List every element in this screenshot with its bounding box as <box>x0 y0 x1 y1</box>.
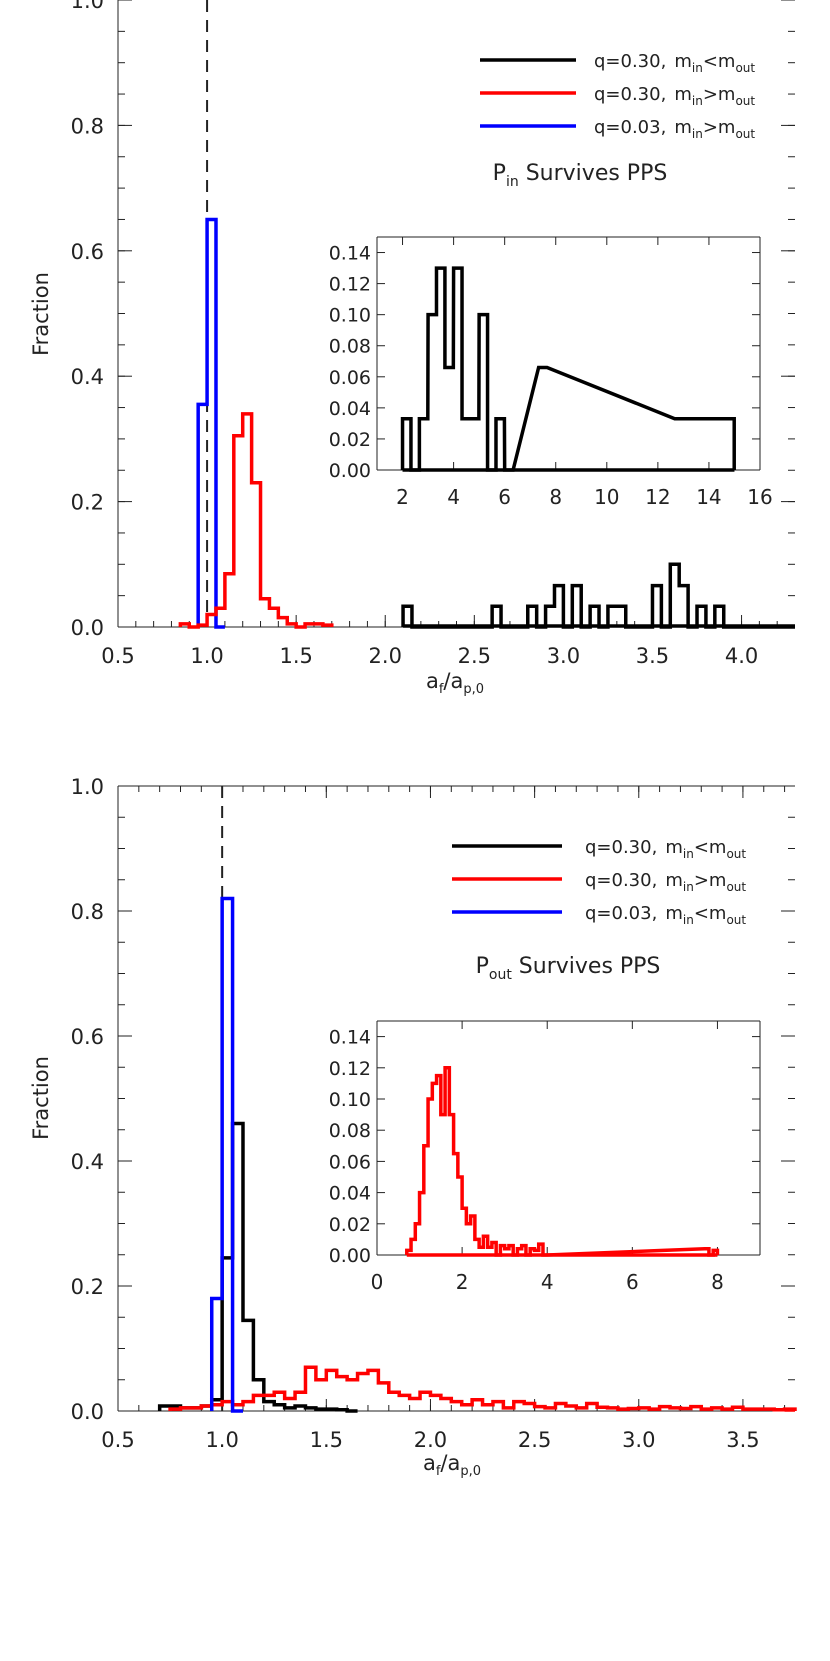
panel-top: 0.5 1.0 1.5 2.0 2.5 3.0 3.5 4.0 0.0 0.2 0.4 0.6 0.8 1… <box>29 0 795 697</box>
inset-y-tick-label: 0.08 <box>329 336 371 358</box>
y-tick-label: 0.4 <box>71 365 104 389</box>
inset-y-tick-label: 0.06 <box>329 367 371 389</box>
legend-label: q=0.03, min<mout <box>585 903 746 927</box>
panel-annotation: Pout Survives PPS <box>476 954 661 983</box>
histogram-series-2 <box>209 896 243 1413</box>
y-tick-label: 0.8 <box>71 900 104 924</box>
y-tick-label: 0.6 <box>71 1025 104 1049</box>
x-tick-label: 1.0 <box>205 1428 238 1452</box>
inset-y-tick-label: 0.02 <box>329 429 371 451</box>
x-tick-label: 0.5 <box>101 644 134 668</box>
legend-label: q=0.30, min<mout <box>585 837 746 861</box>
inset-y-tick-label: 0.12 <box>329 274 371 296</box>
y-tick-label: 0.2 <box>71 491 104 515</box>
inset-top: 2 4 6 8 10 12 14 16 0.00 0.02 0.04 0.06 0.08 0.10 0.12… <box>329 236 773 509</box>
inset-x-tick-label: 14 <box>696 485 721 509</box>
inset-y-tick-label: 0.00 <box>329 460 371 482</box>
inset-x-tick-label: 4 <box>541 1270 554 1294</box>
histogram-series-1 <box>168 1365 797 1412</box>
legend-label: q=0.30, min>mout <box>585 870 746 894</box>
inset-y-tick-label: 0.08 <box>329 1120 371 1142</box>
inset-y-tick-label: 0.10 <box>329 305 371 327</box>
histogram-series-1 <box>178 412 334 629</box>
inset-x-tick-label: 4 <box>447 485 460 509</box>
y-tick-label: 0.4 <box>71 1150 104 1174</box>
inset-histogram-series-0 <box>400 266 736 472</box>
x-tick-label: 3.0 <box>622 1428 655 1452</box>
inset-background <box>377 237 760 470</box>
x-tick-label: 1.5 <box>310 1428 343 1452</box>
inset-y-tick-label: 0.04 <box>329 1183 371 1205</box>
y-tick-label: 0.0 <box>71 616 104 640</box>
legend-label: q=0.30, min<mout <box>594 51 755 75</box>
inset-histogram-series-0 <box>405 1066 720 1257</box>
y-tick-label: 0.2 <box>71 1275 104 1299</box>
inset-y-tick-label: 0.14 <box>329 1027 371 1049</box>
y-tick-label: 1.0 <box>71 775 104 799</box>
y-tick-label: 1.0 <box>71 0 104 13</box>
inset-y-tick-label: 0.14 <box>329 243 371 265</box>
y-tick-label: 0.8 <box>71 114 104 138</box>
panel-bottom: 0.5 1.0 1.5 2.0 2.5 3.0 3.5 0.0 0.2 0.4 0.6 0.8 1.0 q… <box>29 775 797 1479</box>
inset-x-tick-label: 16 <box>747 485 772 509</box>
x-tick-label: 2.5 <box>518 1428 551 1452</box>
inset-y-tick-label: 0.02 <box>329 1214 371 1236</box>
x-tick-label: 2.0 <box>369 644 402 668</box>
x-tick-label: 2.0 <box>414 1428 447 1452</box>
x-tick-label: 3.5 <box>636 644 669 668</box>
inset-x-tick-label: 6 <box>626 1270 639 1294</box>
legend-label: q=0.30, min>mout <box>594 84 755 108</box>
x-tick-label: 4.0 <box>725 644 758 668</box>
inset-x-tick-label: 8 <box>711 1270 724 1294</box>
y-axis-label: Fraction <box>29 272 53 356</box>
inset-y-tick-label: 0.06 <box>329 1151 371 1173</box>
histogram-series-0 <box>196 217 225 629</box>
x-tick-label: 2.5 <box>458 644 491 668</box>
inset-y-tick-label: 0.04 <box>329 398 371 420</box>
x-tick-label: 1.0 <box>190 644 223 668</box>
x-tick-label: 0.5 <box>101 1428 134 1452</box>
y-tick-label: 0.6 <box>71 240 104 264</box>
inset-bottom: 0 2 4 6 8 0.00 0.02 0.04 0.06 0.08 0.10 0.12 0.14 <box>329 1020 761 1294</box>
x-axis-label: af/ap,0 <box>423 1451 481 1479</box>
inset-background <box>377 1021 760 1255</box>
panel-annotation: Pin Survives PPS <box>493 161 668 190</box>
legend-label: q=0.03, min>mout <box>594 117 755 141</box>
inset-x-tick-label: 10 <box>594 485 619 509</box>
inset-x-tick-label: 8 <box>549 485 562 509</box>
inset-x-tick-label: 12 <box>645 485 670 509</box>
histogram-series-2 <box>401 562 795 629</box>
inset-x-tick-label: 2 <box>456 1270 469 1294</box>
x-tick-label: 3.0 <box>547 644 580 668</box>
inset-x-tick-label: 6 <box>498 485 511 509</box>
y-tick-label: 0.0 <box>71 1400 104 1424</box>
inset-x-tick-label: 2 <box>396 485 409 509</box>
x-tick-label: 1.5 <box>279 644 312 668</box>
inset-y-tick-label: 0.00 <box>329 1245 371 1267</box>
inset-y-tick-label: 0.12 <box>329 1058 371 1080</box>
x-tick-label: 3.5 <box>726 1428 759 1452</box>
y-axis-label: Fraction <box>29 1056 53 1140</box>
inset-x-tick-label: 0 <box>371 1270 384 1294</box>
x-axis-label: af/ap,0 <box>426 669 484 697</box>
inset-y-tick-label: 0.10 <box>329 1089 371 1111</box>
